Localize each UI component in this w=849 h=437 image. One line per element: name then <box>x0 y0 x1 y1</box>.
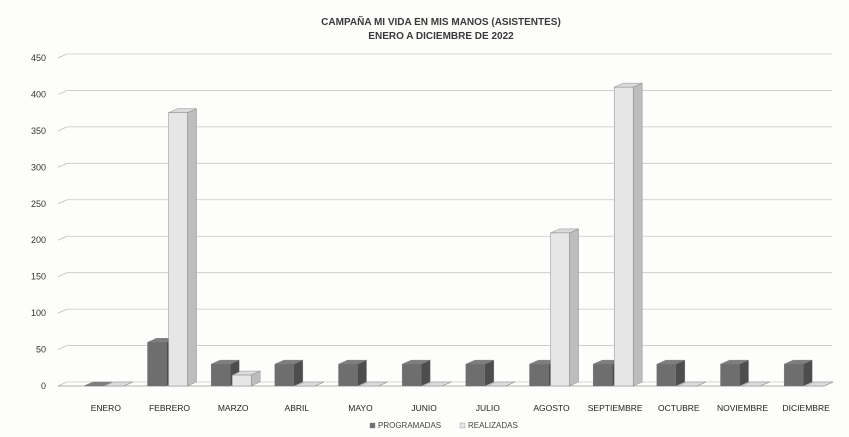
y-tick-label: 50 <box>36 345 46 355</box>
gridline-depth <box>57 272 68 278</box>
bar-side <box>569 228 579 387</box>
y-tick-label: 350 <box>31 126 46 136</box>
bar-side <box>484 359 495 387</box>
x-tick-label: FEBRERO <box>149 403 190 413</box>
x-tick-label: MAYO <box>348 403 373 413</box>
legend-label: REALIZADAS <box>468 421 518 430</box>
chart-title: CAMPAÑA MI VIDA EN MIS MANOS (ASISTENTES… <box>321 15 561 28</box>
x-tick-label: OCTUBRE <box>658 403 700 413</box>
gridline-depth <box>57 345 68 350</box>
y-tick-label: 250 <box>31 199 46 209</box>
gridline-depth <box>57 162 68 168</box>
bar <box>783 359 813 387</box>
bar-side <box>632 82 643 387</box>
legend-swatch <box>369 422 376 429</box>
bar <box>550 228 579 387</box>
bar-top <box>805 381 834 387</box>
bar-front <box>720 363 740 387</box>
gridline-depth <box>57 381 68 387</box>
y-tick-label: 200 <box>31 235 46 245</box>
y-tick-label: 300 <box>31 162 46 172</box>
bar-front <box>338 363 358 387</box>
bar-side <box>675 359 686 387</box>
y-tick-label: 400 <box>31 89 46 99</box>
bar-top <box>741 381 770 387</box>
x-tick-label: ABRIL <box>285 403 310 413</box>
bar <box>83 381 112 387</box>
x-tick-label: JULIO <box>476 403 500 413</box>
legend-swatch <box>459 422 466 429</box>
bar <box>656 359 686 387</box>
bar <box>274 359 304 387</box>
bar-front <box>274 363 295 387</box>
bar <box>465 359 495 387</box>
gridline-depth <box>57 90 68 95</box>
bar-front <box>613 86 634 387</box>
bar-top <box>486 381 515 387</box>
bar <box>423 381 452 387</box>
bar-front <box>592 363 613 387</box>
bar-side <box>420 359 431 387</box>
bar-front <box>231 374 252 387</box>
bar <box>104 381 133 387</box>
bar <box>613 82 643 387</box>
bar-side <box>357 359 367 387</box>
bar <box>720 359 749 387</box>
bar-side <box>187 108 197 387</box>
chart-subtitle: ENERO A DICIEMBRE DE 2022 <box>368 31 514 42</box>
gridline-depth <box>57 308 68 314</box>
legend: PROGRAMADAS REALIZADAS <box>369 421 518 430</box>
bar-side <box>293 359 304 387</box>
gridline-depth <box>57 126 68 132</box>
bar <box>168 108 197 387</box>
bar <box>677 381 706 387</box>
x-tick-label: JUNIO <box>411 403 437 413</box>
y-tick-label: 450 <box>31 53 46 63</box>
bar-front <box>465 363 486 387</box>
gridline-depth <box>57 235 68 241</box>
bar-front <box>168 112 188 387</box>
bar <box>741 381 770 387</box>
bar-front <box>147 342 167 387</box>
x-tick-label: ENERO <box>91 403 122 413</box>
bar-top <box>677 381 706 387</box>
bar-side <box>802 359 813 387</box>
x-tick-label: NOVIEMBRE <box>717 403 768 413</box>
bar-top <box>359 381 388 387</box>
x-tick-label: AGOSTO <box>533 403 570 413</box>
bar <box>231 370 261 387</box>
bar-top <box>295 381 324 387</box>
bar <box>359 381 388 387</box>
y-tick-label: 100 <box>31 308 46 318</box>
x-tick-label: DICIEMBRE <box>783 403 831 413</box>
x-tick-label: MARZO <box>218 403 249 413</box>
bar-front <box>783 363 804 387</box>
bar-front <box>401 363 422 387</box>
x-axis: ENERO FEBRERO MARZO ABRIL MAYO JUNIO JULIO AGOS… <box>91 403 830 413</box>
bar-front <box>529 363 549 387</box>
bar <box>295 381 324 387</box>
bar-side <box>739 359 749 387</box>
bar-front <box>210 363 231 387</box>
y-axis: 0 50 100 150 200 250 300 350 400 450 <box>31 53 46 391</box>
bar-top <box>423 381 452 387</box>
bar-front <box>656 363 677 387</box>
gridline-depth <box>57 199 68 205</box>
bar <box>338 359 367 387</box>
bar-top <box>104 381 133 387</box>
bar-top <box>83 381 112 387</box>
gridline-depth <box>57 53 68 59</box>
legend-label: PROGRAMADAS <box>378 421 441 430</box>
x-tick-label: SEPTIEMBRE <box>588 403 643 413</box>
bar <box>486 381 515 387</box>
bar-layer <box>83 82 834 387</box>
bar <box>401 359 431 387</box>
y-tick-label: 0 <box>41 381 46 391</box>
y-tick-label: 150 <box>31 272 46 282</box>
bar-front <box>550 232 570 387</box>
bar <box>805 381 834 387</box>
